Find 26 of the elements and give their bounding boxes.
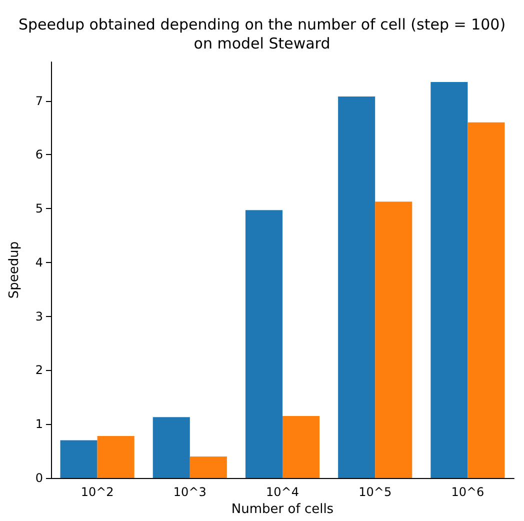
bar	[152, 417, 190, 478]
y-tick-label: 3	[35, 309, 43, 324]
x-tick-label: 10^6	[451, 485, 484, 499]
bar	[375, 202, 412, 478]
y-tick-label: 4	[35, 255, 43, 270]
x-tick-label: 10^2	[80, 485, 114, 499]
y-tick-label: 6	[35, 148, 43, 162]
bar	[60, 440, 98, 478]
bar	[282, 416, 320, 478]
y-tick-label: 1	[35, 417, 43, 432]
y-axis-title: Speedup	[7, 241, 22, 299]
x-tick-label: 10^5	[358, 485, 392, 499]
bar	[338, 96, 376, 478]
bar	[468, 122, 505, 478]
y-tick-label: 5	[35, 202, 43, 216]
bar	[245, 210, 282, 478]
y-tick-label: 0	[35, 471, 43, 485]
x-axis-title: Number of cells	[231, 502, 334, 517]
y-tick-label: 7	[35, 94, 43, 108]
x-tick-label: 10^4	[266, 485, 299, 499]
chart-title: Speedup obtained depending on the number of cell (step = 100) on model Steward	[18, 16, 506, 52]
bar	[430, 82, 468, 478]
bar	[97, 436, 134, 478]
x-tick-label: 10^3	[173, 485, 206, 499]
y-tick-label: 2	[35, 363, 43, 378]
bar	[190, 456, 227, 478]
